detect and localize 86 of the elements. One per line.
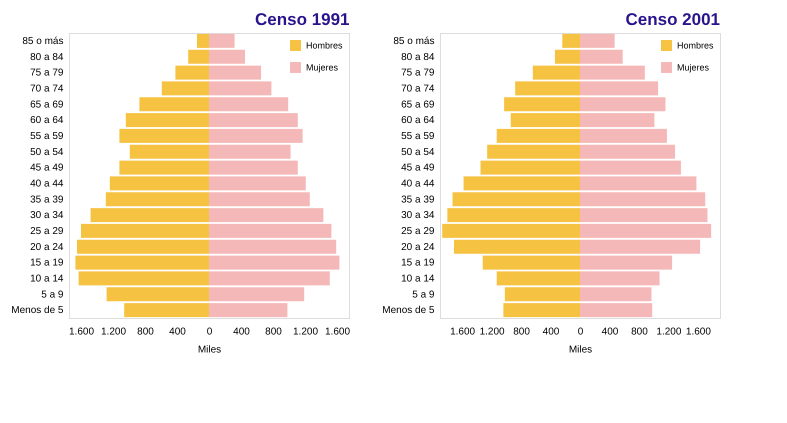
- y-tick-label: 25 a 29: [30, 226, 64, 237]
- bar: [580, 176, 696, 190]
- bar: [81, 224, 209, 238]
- bar: [209, 128, 303, 143]
- y-tick-label: 75 a 79: [401, 68, 435, 79]
- y-tick-label: 75 a 79: [30, 68, 64, 79]
- y-tick-label: 45 a 49: [401, 162, 435, 174]
- legend-label: Mujeres: [677, 62, 710, 72]
- x-tick-label: 400: [602, 326, 619, 338]
- bar: [209, 34, 235, 48]
- y-tick-label: 50 a 54: [30, 146, 64, 158]
- x-tick-label: 0: [206, 326, 213, 338]
- y-tick-label: 55 a 59: [30, 130, 64, 142]
- bar: [496, 271, 580, 286]
- x-tick-label: 1.600: [68, 326, 94, 338]
- bar: [119, 128, 209, 143]
- y-tick-label: 5 a 9: [41, 289, 64, 300]
- bar: [580, 34, 615, 48]
- legend-label: Hombres: [677, 40, 714, 50]
- y-tick-label: 40 a 44: [401, 178, 435, 190]
- x-tick-label: 800: [631, 326, 648, 338]
- y-tick-label: 45 a 49: [30, 162, 64, 174]
- bar: [78, 271, 209, 286]
- y-tick-label: 40 a 44: [30, 178, 64, 190]
- x-tick-label: 1.200: [292, 326, 318, 338]
- x-tick-label: 0: [578, 326, 584, 338]
- bar: [209, 176, 306, 190]
- y-tick-label: 70 a 74: [30, 83, 64, 94]
- y-tick-label: 15 a 19: [30, 258, 64, 269]
- legend-label: Mujeres: [306, 62, 339, 72]
- bar: [580, 81, 658, 96]
- y-tick-label: 20 a 24: [401, 242, 435, 253]
- y-tick-label: 70 a 74: [401, 83, 435, 94]
- bar: [442, 224, 580, 238]
- y-tick-label: 60 a 64: [30, 115, 64, 126]
- bar: [580, 128, 667, 143]
- x-tick-label: 1.200: [480, 326, 506, 338]
- y-tick-label: 15 a 19: [401, 258, 435, 269]
- x-axis-title: Miles: [568, 344, 592, 356]
- x-tick-label: 800: [137, 326, 154, 338]
- bar: [209, 81, 272, 96]
- x-tick-label: 400: [542, 326, 560, 338]
- y-tick-label: 35 a 39: [30, 194, 64, 206]
- bar: [580, 224, 712, 238]
- bar: [162, 81, 209, 96]
- y-tick-label: 80 a 84: [401, 52, 435, 63]
- x-tick-label: 1.600: [324, 326, 350, 338]
- x-tick-label: 400: [233, 326, 250, 338]
- bar: [209, 271, 330, 286]
- y-tick-label: 60 a 64: [401, 115, 435, 126]
- y-tick-label: 25 a 29: [401, 226, 435, 237]
- bar: [197, 34, 209, 48]
- x-axis-title: Miles: [198, 344, 222, 356]
- x-tick-label: 1.200: [656, 326, 682, 338]
- y-tick-label: 10 a 14: [30, 273, 64, 284]
- y-tick-label: 85 o más: [22, 36, 64, 47]
- y-tick-label: 5 a 9: [412, 289, 435, 300]
- y-tick-label: 30 a 34: [30, 210, 64, 222]
- bar: [580, 271, 660, 286]
- y-tick-label: 35 a 39: [401, 194, 435, 206]
- bar: [209, 224, 332, 238]
- y-tick-label: 55 a 59: [401, 130, 435, 142]
- x-tick-label: 1.200: [100, 326, 126, 338]
- bar: [110, 176, 209, 190]
- y-tick-label: 65 a 69: [30, 99, 64, 110]
- y-tick-label: Menos de 5: [11, 305, 64, 316]
- y-tick-label: 10 a 14: [401, 273, 435, 284]
- y-tick-label: 50 a 54: [401, 146, 435, 158]
- y-tick-label: Menos de 5: [382, 305, 435, 316]
- x-tick-label: 1.600: [450, 326, 476, 338]
- x-tick-label: 800: [265, 326, 282, 338]
- y-tick-label: 20 a 24: [30, 242, 64, 253]
- bar: [515, 81, 580, 96]
- x-tick-label: 800: [513, 326, 530, 338]
- chart-title: Censo 1991: [255, 10, 350, 29]
- y-tick-label: 85 o más: [393, 36, 434, 47]
- x-tick-label: 400: [169, 326, 186, 338]
- bar: [464, 176, 580, 190]
- bar: [562, 34, 580, 48]
- y-tick-label: 30 a 34: [401, 210, 435, 222]
- chart-title: Censo 2001: [626, 10, 720, 29]
- y-tick-label: 65 a 69: [401, 99, 435, 110]
- bar: [496, 128, 580, 143]
- y-tick-label: 80 a 84: [30, 52, 64, 63]
- legend-label: Hombres: [306, 40, 344, 50]
- x-tick-label: 1.600: [686, 326, 712, 338]
